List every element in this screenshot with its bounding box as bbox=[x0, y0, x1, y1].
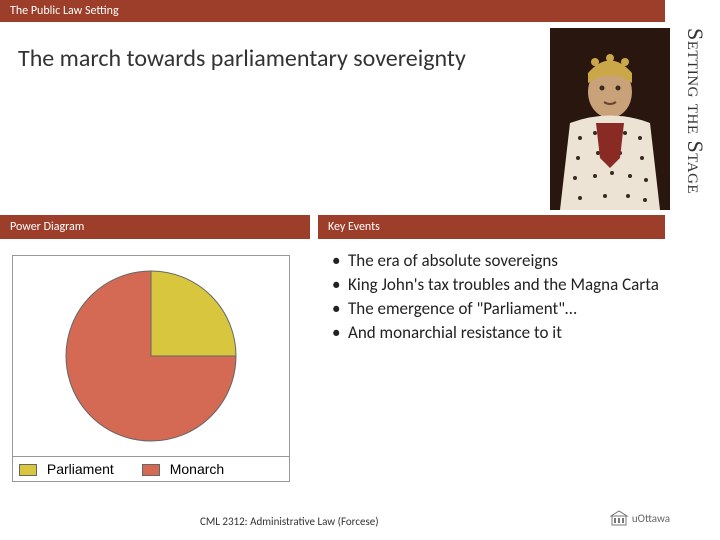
legend-swatch bbox=[142, 464, 160, 476]
list-item: And monarchial resistance to it bbox=[330, 322, 660, 344]
power-diagram-chart: Parliament Monarch bbox=[12, 255, 302, 482]
section-header-text: The Public Law Setting bbox=[10, 4, 119, 18]
pie-chart-container bbox=[12, 255, 290, 457]
legend-item: Monarch bbox=[142, 461, 224, 477]
key-events-header: Key Events bbox=[318, 215, 665, 239]
column-headers: Power Diagram Key Events bbox=[0, 215, 665, 239]
chart-legend: Parliament Monarch bbox=[12, 457, 290, 482]
legend-item: Parliament bbox=[19, 461, 114, 477]
legend-label: Parliament bbox=[47, 461, 114, 477]
building-icon bbox=[610, 510, 628, 526]
pie-chart-svg bbox=[51, 261, 251, 451]
power-diagram-header: Power Diagram bbox=[0, 215, 310, 239]
vertical-spine-title: Setting the Stage bbox=[682, 28, 708, 194]
key-events-list: The era of absolute sovereigns King John… bbox=[330, 250, 660, 346]
legend-label: Monarch bbox=[170, 461, 224, 477]
logo-text: uOttawa bbox=[632, 512, 670, 525]
list-item: The emergence of "Parliament"… bbox=[330, 298, 660, 320]
legend-swatch bbox=[19, 464, 37, 476]
list-item: The era of absolute sovereigns bbox=[330, 250, 660, 272]
section-header-bar: The Public Law Setting bbox=[0, 0, 665, 22]
list-item: King John's tax troubles and the Magna C… bbox=[330, 274, 660, 296]
monarch-portrait bbox=[550, 28, 670, 210]
university-logo: uOttawa bbox=[610, 510, 670, 526]
footer-course-label: CML 2312: Administrative Law (Forcese) bbox=[200, 515, 379, 528]
